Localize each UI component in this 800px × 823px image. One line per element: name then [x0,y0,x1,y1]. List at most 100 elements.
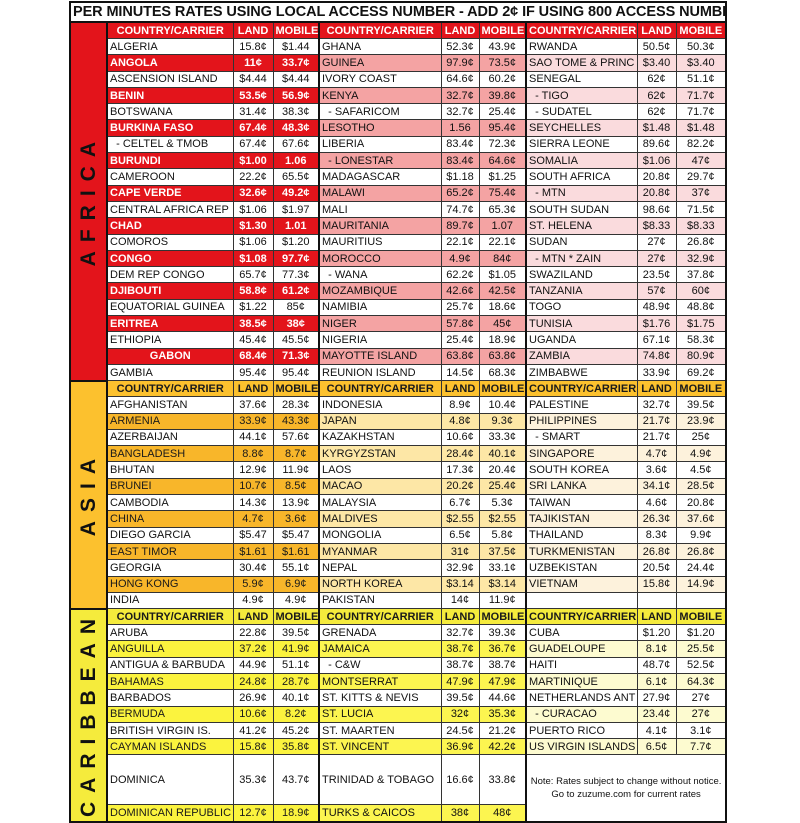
land-rate: 21.7¢ [636,412,677,430]
country-name: - SUDATEL [525,103,638,121]
land-rate: 23.4¢ [636,705,677,723]
mobile-rate: $1.25 [478,168,527,186]
land-rate: 83.4¢ [440,135,480,154]
mobile-rate: 28.3¢ [272,396,320,414]
column-header-country: COUNTRY/CARRIER [318,380,442,398]
mobile-rate: 58.3¢ [675,331,727,349]
land-rate: 6.7¢ [440,494,480,512]
mobile-rate: 37¢ [675,184,727,202]
land-rate: 4.1¢ [636,721,677,740]
country-name: BERMUDA [106,705,234,723]
land-rate: 22.8¢ [232,624,274,642]
mobile-rate: 25.4¢ [478,477,527,496]
land-rate: 27¢ [636,233,677,251]
country-name: LIBERIA [318,135,442,154]
mobile-rate: 27¢ [675,689,727,707]
table-row: CHAD $1.30 1.01 MAURITANIA 89.7¢ 1.07 ST. HELE… [70,217,727,235]
mobile-rate: 71.7¢ [675,86,727,105]
country-name: JAMAICA [318,640,442,658]
country-name: KYRGYZSTAN [318,445,442,463]
table-row: CENTRAL AFRICA REP $1.06 $1.97 MALI 74.7¢ 65.… [70,200,727,219]
mobile-rate: 68.3¢ [478,363,527,382]
column-header-country: COUNTRY/CARRIER [106,380,234,398]
land-rate: 65.2¢ [440,184,480,202]
mobile-rate: 65.3¢ [478,200,527,219]
land-rate: 4.9¢ [232,591,274,610]
country-name: GUADELOUPE [525,640,638,658]
region-name: AFRICA [76,132,100,267]
land-rate: $1.08 [232,249,274,268]
country-name: SINGAPORE [525,445,638,463]
mobile-rate: 33.1¢ [478,559,527,577]
land-rate: $1.61 [232,542,274,561]
land-rate: 58.8¢ [232,282,274,300]
country-name: MACAO [318,477,442,496]
mobile-rate: 69.2¢ [675,363,727,382]
mobile-rate: 11.9¢ [478,591,527,610]
note-line1: Note: Rates subject to change without no… [530,776,722,788]
land-rate: 32.7¢ [440,86,480,105]
mobile-rate: 42.5¢ [478,282,527,300]
table-row: CHINA 4.7¢ 3.6¢ MALDIVES $2.55 $2.55 TAJIKISTA… [70,510,727,528]
land-rate: 31¢ [440,542,480,561]
mobile-rate: $3.40 [675,54,727,72]
land-rate: 47.9¢ [440,672,480,691]
land-rate: $1.76 [636,315,677,333]
column-header-mobile: MOBILE [478,21,527,39]
land-rate: 44.9¢ [232,656,274,674]
land-rate: $8.33 [636,217,677,235]
land-rate: 4.7¢ [636,445,677,463]
land-rate: 33.9¢ [636,363,677,382]
country-name: ZIMBABWE [525,363,638,382]
table-row: AFGHANISTAN 37.6¢ 28.3¢ INDONESIA 8.9¢ 10.4¢ P… [70,396,727,414]
table-row: DIEGO GARCIA $5.47 $5.47 MONGOLIA 6.5¢ 5.8¢ TH… [70,526,727,544]
country-name: ERITREA [106,315,234,333]
country-name: - SAFARICOM [318,103,442,121]
mobile-rate: 71.3¢ [272,347,320,365]
land-rate: 14.5¢ [440,363,480,382]
table-row: BRITISH VIRGIN IS. 41.2¢ 45.2¢ ST. MAARTEN 2… [70,721,727,740]
table-row: GAMBIA 95.4¢ 95.4¢ REUNION ISLAND 14.5¢ 68.3¢… [70,363,727,382]
mobile-rate: 82.2¢ [675,135,727,154]
country-name: MAURITIUS [318,233,442,251]
land-rate: 1.56 [440,119,480,137]
mobile-rate: 8.7¢ [272,445,320,463]
land-rate: 68.4¢ [232,347,274,365]
mobile-rate: 40.1¢ [272,689,320,707]
table-row: BURUNDI $1.00 1.06 - LONESTAR 83.4¢ 64.6¢ SOM… [70,152,727,170]
country-name: ALGERIA [106,37,234,56]
column-header-land: LAND [636,608,677,626]
table-row: CAYMAN ISLANDS 15.8¢ 35.8¢ ST. VINCENT 36.9¢… [70,738,727,756]
land-rate: 26.8¢ [636,542,677,561]
country-name: THAILAND [525,526,638,544]
land-rate: 37.6¢ [232,396,274,414]
country-name: RWANDA [525,37,638,56]
country-name: SAO TOME & PRINC [525,54,638,72]
mobile-rate: 40.1¢ [478,445,527,463]
land-rate: 8.9¢ [440,396,480,414]
table-row: EAST TIMOR $1.61 $1.61 MYANMAR 31¢ 37.5¢ TURKM… [70,542,727,561]
land-rate: 12.7¢ [232,804,274,823]
header-row-asia: ASIA COUNTRY/CARRIER LAND MOBILE COUNTRY/CAR… [69,379,727,610]
land-rate: 20.8¢ [636,168,677,186]
table-row: GABON 68.4¢ 71.3¢ MAYOTTE ISLAND 63.8¢ 63.8¢ Z… [70,347,727,365]
country-name: CONGO [106,249,234,268]
country-name: SOUTH AFRICA [525,168,638,186]
mobile-rate: 51.1¢ [675,70,727,88]
table-row: BAHAMAS 24.8¢ 28.7¢ MONTSERRAT 47.9¢ 47.9¢ MAR… [70,672,727,691]
table-row: ALGERIA 15.8¢ $1.44 GHANA 52.3¢ 43.9¢ RWANDA 50… [70,37,727,56]
country-name: ST. KITTS & NEVIS [318,689,442,707]
country-name: PAKISTAN [318,591,442,610]
country-name: EQUATORIAL GUINEA [106,298,234,317]
mobile-rate: $1.20 [272,233,320,251]
country-name: TAIWAN [525,494,638,512]
table-row: ANGOLA 11¢ 33.7¢ GUINEA 97.9¢ 73.5¢ SAO TOME &… [70,54,727,72]
table-row: CAMEROON 22.2¢ 65.5¢ MADAGASCAR $1.18 $1.25 SO… [70,168,727,186]
column-header-land: LAND [232,21,274,39]
country-name: ANTIGUA & BARBUDA [106,656,234,674]
country-name: - MTN [525,184,638,202]
mobile-rate: 26.8¢ [675,542,727,561]
country-name: BENIN [106,86,234,105]
land-rate: 16.6¢ [440,754,480,806]
region-label-asia: ASIA [69,379,108,610]
